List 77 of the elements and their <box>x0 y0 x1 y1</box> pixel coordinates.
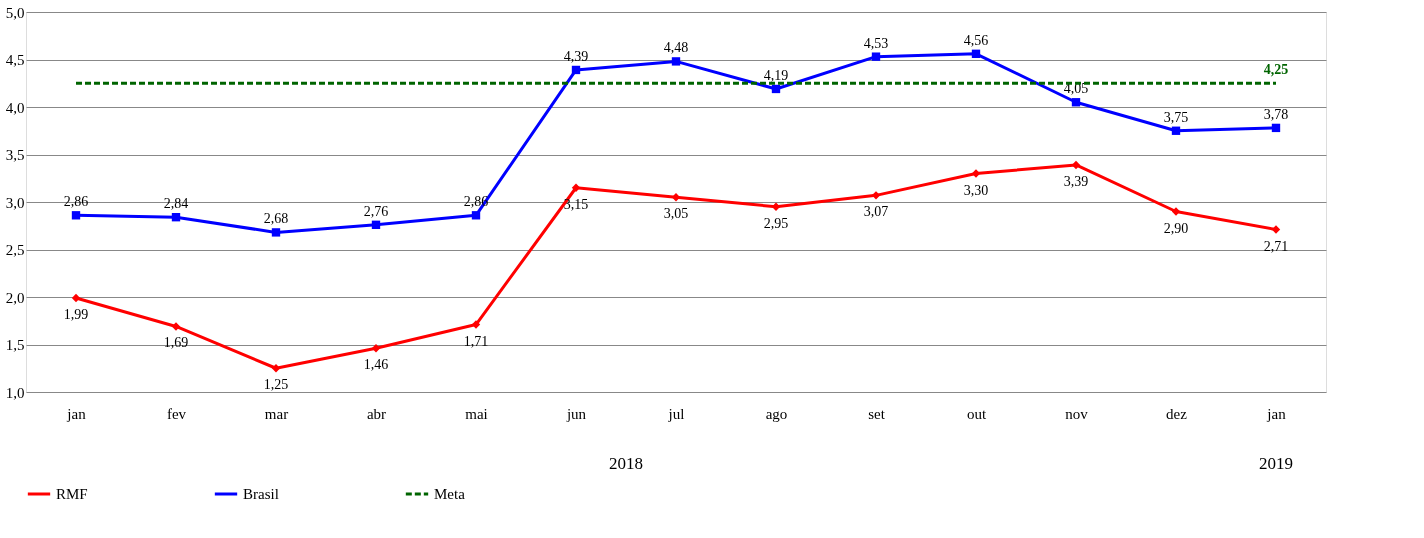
data-label: 2,76 <box>363 203 389 219</box>
point <box>1171 126 1181 135</box>
point <box>271 364 281 373</box>
point <box>1271 123 1281 133</box>
point <box>71 211 81 220</box>
legend-label: RMF <box>56 486 88 502</box>
x-tick-label: jul <box>667 405 685 422</box>
data-label: 2,95 <box>763 215 789 231</box>
x-tick-label: out <box>966 405 987 422</box>
data-label: 1,46 <box>363 357 389 373</box>
y-tick-label: 3,5 <box>5 147 25 163</box>
data-label: 4,25 <box>1263 62 1289 78</box>
x-tick-label: set <box>868 405 886 422</box>
x-tick-label: nov <box>1065 405 1089 422</box>
x-tick-label: mai <box>465 405 488 422</box>
point <box>371 220 381 229</box>
data-label: 3,78 <box>1263 106 1289 122</box>
point <box>771 202 781 211</box>
point <box>371 344 381 353</box>
y-tick-label: 5,0 <box>5 4 25 21</box>
point <box>71 293 81 303</box>
data-label: 2,84 <box>163 196 189 212</box>
data-label: 2,90 <box>1163 220 1189 236</box>
data-label: 3,05 <box>663 206 689 222</box>
data-label: 3,39 <box>1063 173 1089 189</box>
point <box>671 193 681 202</box>
y-tick-label: 4,0 <box>5 99 25 116</box>
x-tick-label: ago <box>765 405 788 422</box>
data-label: 3,75 <box>1163 109 1189 125</box>
data-label: 3,07 <box>863 204 889 220</box>
y-tick-label: 1,5 <box>5 337 25 353</box>
point <box>271 228 281 237</box>
point <box>471 211 481 220</box>
data-label: 1,69 <box>163 335 189 351</box>
point <box>971 169 981 178</box>
y-tick-label: 1,0 <box>5 384 25 401</box>
legend-label: Brasil <box>243 486 279 502</box>
point <box>571 65 581 75</box>
x-tick-label: jan <box>66 405 87 422</box>
data-label: 4,48 <box>663 40 689 56</box>
data-label: 4,19 <box>763 67 789 83</box>
x-tick-label: jun <box>565 405 587 422</box>
data-label: 2,71 <box>1263 238 1289 254</box>
x-tick-label: dez <box>1166 405 1188 422</box>
x-tick-label: fev <box>166 405 187 422</box>
point <box>1271 225 1281 234</box>
data-label: 1,25 <box>263 377 289 393</box>
point <box>171 213 181 222</box>
data-label: 2,86 <box>63 194 89 210</box>
data-label: 4,53 <box>863 35 889 51</box>
point <box>871 52 881 61</box>
point <box>1171 207 1181 216</box>
point <box>871 191 881 200</box>
x-tick-label: abr <box>366 405 387 422</box>
y-tick-label: 2,5 <box>5 242 25 258</box>
legend-label: Meta <box>434 486 466 502</box>
data-label: 3,15 <box>563 196 589 212</box>
point <box>671 57 681 66</box>
point <box>771 84 781 94</box>
text: 2018 <box>609 454 643 473</box>
point <box>1071 98 1081 107</box>
x-tick-label: jan <box>1266 405 1287 422</box>
text: 2019 <box>1259 454 1293 473</box>
data-label: 1,71 <box>463 333 489 349</box>
y-tick-label: 2,0 <box>5 289 25 306</box>
point <box>471 320 481 329</box>
point <box>971 49 981 58</box>
data-label: 1,99 <box>63 306 89 322</box>
data-label: 4,39 <box>563 48 589 64</box>
y-tick-label: 4,5 <box>5 52 25 68</box>
point <box>571 183 581 192</box>
x-tick-label: mar <box>264 405 289 422</box>
data-label: 3,30 <box>963 182 989 198</box>
data-label: 2,68 <box>263 211 289 227</box>
point <box>171 322 181 331</box>
data-label: 4,56 <box>963 32 989 48</box>
y-tick-label: 3,0 <box>5 194 25 211</box>
